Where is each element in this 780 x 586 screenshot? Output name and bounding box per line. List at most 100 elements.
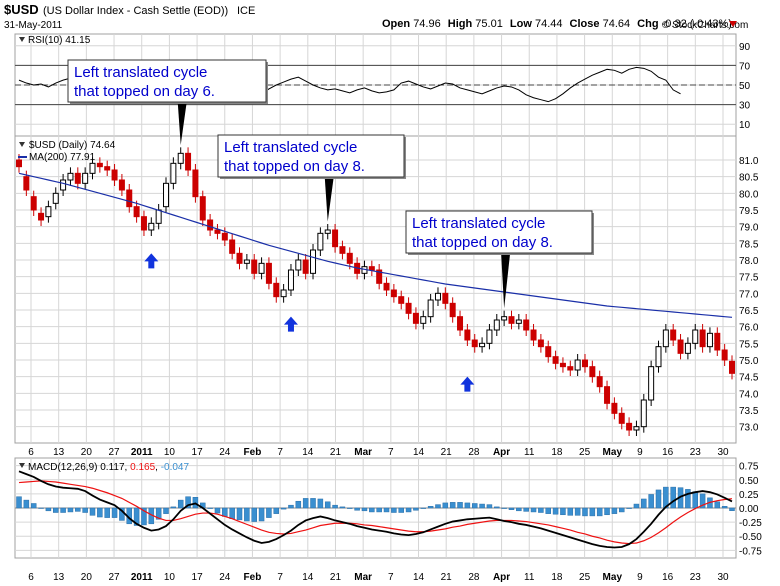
x-tick-label: 21 xyxy=(441,447,453,458)
macd-histogram-bar xyxy=(295,500,302,509)
candle-body xyxy=(38,212,45,221)
x-tick-label-bottom: 6 xyxy=(28,572,34,583)
macd-histogram-bar xyxy=(38,507,44,509)
macd-histogram-bar xyxy=(486,504,493,509)
macd-histogram-bar xyxy=(611,507,618,514)
candle-body xyxy=(677,339,684,354)
candle-body xyxy=(552,356,559,364)
price-y-tick: 77.5 xyxy=(739,273,759,284)
x-tick-label: 13 xyxy=(53,447,65,458)
x-tick-label: 7 xyxy=(388,447,394,458)
candle-body xyxy=(185,152,192,171)
x-tick-label-bottom: 28 xyxy=(468,572,480,583)
candle-body xyxy=(589,366,596,378)
macd-histogram-bar xyxy=(692,491,698,509)
candle-body xyxy=(111,169,118,181)
candle-body xyxy=(229,239,236,254)
candle-body xyxy=(515,319,522,324)
x-tick-label-bottom: 30 xyxy=(717,572,729,583)
x-tick-label-bottom: 21 xyxy=(330,572,342,583)
macd-histogram-bar xyxy=(471,503,478,509)
candle-body xyxy=(118,179,125,191)
rsi-y-tick: 30 xyxy=(739,101,751,112)
price-legend-text: $USD (Daily) 74.64 xyxy=(29,140,116,151)
x-tick-label: 23 xyxy=(690,447,702,458)
candle-body xyxy=(273,282,280,298)
x-tick-label: May xyxy=(603,447,623,458)
candle-body xyxy=(23,176,30,191)
price-y-tick: 74.0 xyxy=(739,389,759,400)
macd-histogram-bar xyxy=(714,501,721,509)
macd-histogram-bar xyxy=(207,507,213,509)
macd-histogram-bar xyxy=(53,507,59,513)
macd-histogram-bar xyxy=(670,486,676,509)
candle-body xyxy=(721,349,728,361)
x-tick-label: 14 xyxy=(413,447,425,458)
x-tick-label: 18 xyxy=(551,447,563,458)
candle-body xyxy=(618,412,625,424)
candle-body xyxy=(655,346,662,368)
x-tick-label: Feb xyxy=(244,447,262,458)
x-tick-label: 25 xyxy=(579,447,591,458)
price-panel xyxy=(14,135,737,444)
macd-histogram-bar xyxy=(626,507,632,509)
candle-body xyxy=(236,252,243,264)
macd-y-tick: -0.25 xyxy=(739,518,762,529)
candle-body xyxy=(405,302,412,314)
x-tick-label: 17 xyxy=(192,447,204,458)
candle-body xyxy=(221,232,228,241)
cycle-low-arrow-icon xyxy=(144,253,159,269)
price-y-tick: 76.5 xyxy=(739,306,759,317)
macd-histogram-bar xyxy=(376,507,382,513)
candle-body xyxy=(508,316,515,324)
x-tick-label-bottom: 16 xyxy=(662,572,674,583)
instrument-name: (US Dollar Index - Cash Settle (EOD)) xyxy=(43,5,228,17)
macd-histogram-bar xyxy=(310,498,316,509)
x-tick-label-bottom: 10 xyxy=(164,572,176,583)
candle-body xyxy=(523,319,530,331)
candle-body xyxy=(412,312,419,324)
macd-histogram-bar xyxy=(222,507,228,517)
x-tick-label-bottom: Feb xyxy=(244,572,262,583)
candle-body xyxy=(420,316,427,324)
candle-body xyxy=(265,262,272,284)
rsi-y-tick: 10 xyxy=(739,120,751,131)
macd-histogram-bar xyxy=(523,507,529,512)
candle-body xyxy=(243,259,250,264)
x-tick-label: 14 xyxy=(302,447,314,458)
cycle-low-arrow-icon xyxy=(460,376,475,392)
annotation-line-1: Left translated cycle xyxy=(412,215,545,232)
candle-body xyxy=(662,329,669,348)
macd-histogram-bar xyxy=(435,504,441,509)
annotation-line-2: that topped on day 8. xyxy=(224,158,365,175)
macd-histogram-bar xyxy=(494,506,500,509)
candle-body xyxy=(324,229,331,234)
candle-body xyxy=(177,152,184,164)
macd-histogram-bar xyxy=(685,489,691,509)
macd-histogram-bar xyxy=(266,507,272,518)
annotations: Left translated cycle that topped on day … xyxy=(67,59,594,309)
candle-body xyxy=(258,262,265,274)
candle-body xyxy=(574,359,581,371)
candle-body xyxy=(398,296,405,304)
candle-body xyxy=(45,206,52,218)
candle-body xyxy=(310,249,317,274)
candle-body xyxy=(368,266,375,271)
macd-histogram-bar xyxy=(302,498,309,509)
macd-histogram-bar xyxy=(530,507,537,513)
candle-body xyxy=(214,229,221,234)
macd-histogram-bar xyxy=(97,507,103,518)
x-tick-label-bottom: 21 xyxy=(441,572,453,583)
candle-body xyxy=(140,216,147,231)
macd-histogram-bar xyxy=(479,503,485,509)
x-tick-label-bottom: 7 xyxy=(277,572,283,583)
watermark: © StockCharts.com xyxy=(662,20,748,31)
macd-histogram-bar xyxy=(596,507,603,517)
x-tick-label-bottom: 14 xyxy=(413,572,425,583)
candle-body xyxy=(493,319,500,331)
macd-histogram-bar xyxy=(45,507,52,512)
annotation-line-1: Left translated cycle xyxy=(224,139,357,156)
macd-histogram-bar xyxy=(229,507,235,519)
rsi-y-tick: 90 xyxy=(739,42,751,53)
macd-signal-line xyxy=(18,480,733,545)
